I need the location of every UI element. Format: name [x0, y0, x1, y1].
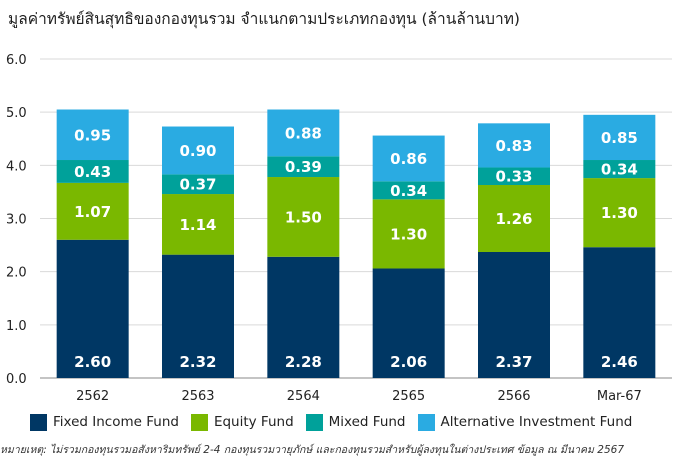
data-label: 2.28 [285, 353, 322, 371]
bar-segment [267, 177, 340, 257]
data-label: 1.30 [601, 204, 638, 222]
legend-swatch [190, 413, 208, 431]
data-label: 1.30 [390, 225, 427, 243]
data-label: 0.85 [601, 129, 638, 147]
bar-segment [56, 160, 129, 183]
bar-segment [162, 194, 234, 255]
bar-segment [583, 114, 656, 161]
y-tick-label: 2.0 [6, 266, 27, 281]
legend-swatch [30, 413, 47, 431]
chart-title: มูลค่าทรัพย์สินสุทธิของกองทุนรวม จำแนกตา… [8, 10, 520, 28]
legend-label: Fixed Income Fund [53, 414, 179, 430]
bar-segment [583, 160, 656, 179]
legend-item-mixed: Mixed Fund [305, 413, 406, 431]
bar-segment [478, 167, 550, 186]
bar-segment [372, 268, 445, 378]
bars [56, 109, 656, 378]
legend-item-fixed-income: Fixed Income Fund [30, 413, 179, 431]
data-label: 0.34 [390, 182, 427, 200]
x-axis-ticks: 2562 2563 2564 2565 2566 Mar-67 [76, 389, 642, 404]
legend: Fixed Income Fund Equity Fund Mixed Fund… [30, 412, 644, 432]
y-tick-label: 4.0 [6, 159, 27, 174]
data-label: 0.83 [495, 137, 532, 155]
data-label: 0.34 [601, 161, 638, 179]
legend-swatch [305, 413, 323, 431]
footnote: หมายเหตุ: ไม่รวมกองทุนรวมอสังหาริมทรัพย์… [0, 444, 625, 456]
data-label: 1.50 [285, 208, 322, 226]
y-axis-ticks: 0.0 1.0 2.0 3.0 4.0 5.0 6.0 [6, 53, 27, 387]
data-label: 1.26 [495, 210, 532, 228]
legend-swatch [417, 413, 435, 431]
bar-segment [162, 254, 234, 378]
bar-segment [267, 109, 340, 157]
y-tick-label: 6.0 [6, 53, 27, 68]
bar-segment [478, 123, 550, 168]
data-label: 0.88 [285, 124, 322, 142]
data-label: 2.37 [495, 353, 532, 371]
bar-segment [372, 181, 445, 200]
data-label: 2.46 [601, 353, 638, 371]
bar-segment [478, 185, 550, 252]
y-tick-label: 5.0 [6, 106, 27, 121]
x-tick-label: 2566 [497, 389, 530, 404]
bar-segment [583, 247, 656, 378]
data-label: 0.95 [74, 126, 111, 144]
data-label: 0.86 [390, 150, 427, 168]
bar-segment [56, 239, 129, 378]
bar-segment [583, 178, 656, 248]
legend-item-alternative: Alternative Investment Fund [417, 413, 633, 431]
data-label: 0.43 [74, 163, 111, 181]
y-tick-label: 1.0 [6, 319, 27, 334]
data-label: 0.33 [495, 168, 532, 186]
bar-segment [56, 182, 129, 240]
value-labels: 2.60 1.07 0.43 0.95 2.32 1.14 0.37 0.90 2.28 1.50… [74, 124, 638, 371]
bar-segment [56, 109, 129, 161]
gridlines [40, 58, 672, 379]
x-tick-label: 2562 [76, 389, 109, 404]
x-tick-label: 2564 [287, 389, 320, 404]
data-label: 0.39 [285, 158, 322, 176]
x-tick-label: 2565 [392, 389, 425, 404]
legend-item-equity: Equity Fund [190, 413, 294, 431]
data-label: 2.32 [179, 353, 216, 371]
x-tick-label: 2563 [181, 389, 214, 404]
stacked-bar-chart: 0.01.02.03.04.05.06.0 2.601.070.430.952.… [6, 53, 672, 404]
data-label: 2.06 [390, 353, 427, 371]
bar-segment [372, 135, 445, 182]
bar-segment [372, 199, 445, 269]
data-label: 1.14 [179, 216, 216, 234]
legend-label: Mixed Fund [328, 414, 406, 430]
bar-segment [267, 256, 340, 378]
data-label: 2.60 [74, 353, 111, 371]
y-tick-label: 3.0 [6, 213, 27, 228]
legend-label: Alternative Investment Fund [440, 414, 633, 430]
data-label: 0.37 [179, 176, 216, 194]
legend-label: Equity Fund [213, 414, 294, 430]
data-label: 0.90 [179, 142, 216, 160]
data-label: 1.07 [74, 203, 111, 221]
y-tick-label: 0.0 [6, 372, 27, 387]
bar-segment [162, 174, 234, 195]
bar-segment [478, 251, 550, 378]
bar-segment [267, 156, 340, 178]
bar-segment [162, 126, 234, 175]
x-tick-label: Mar-67 [597, 389, 642, 404]
